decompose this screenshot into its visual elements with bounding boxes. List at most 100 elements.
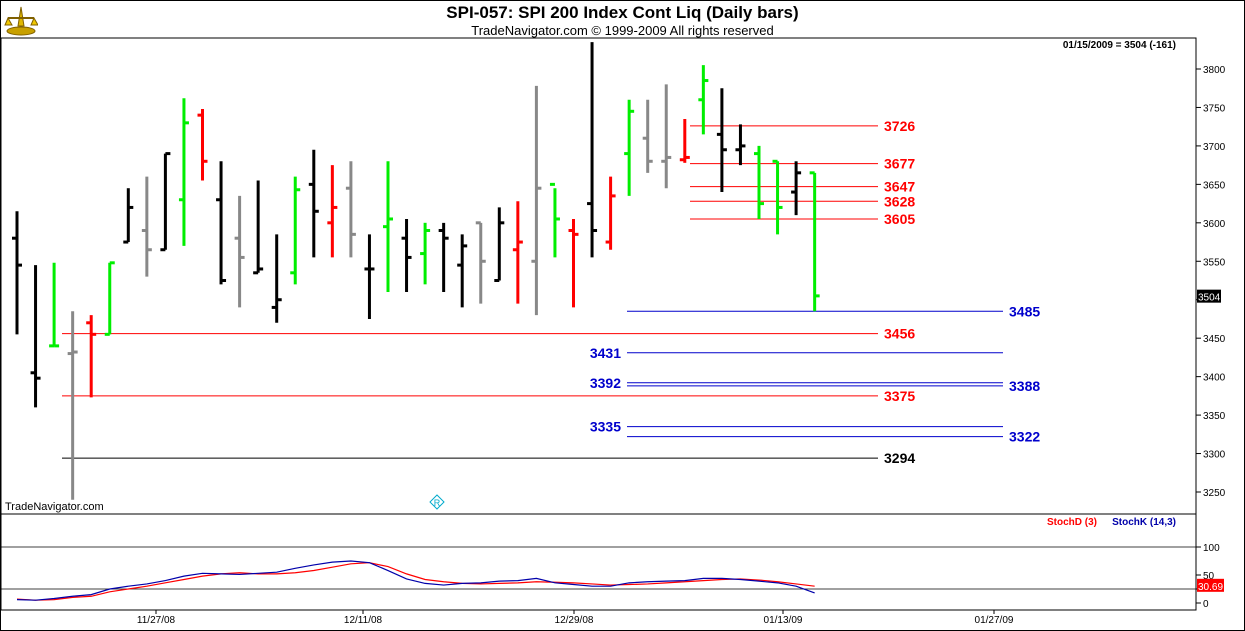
price-tick-label: 3450: [1203, 334, 1226, 345]
ohlc-bar: [661, 84, 672, 189]
price-panel: [0, 37, 1197, 515]
ohlc-bar: [271, 234, 282, 323]
ohlc-bar: [605, 176, 616, 250]
ohlc-bar: [716, 88, 727, 193]
ohlc-bar: [308, 149, 319, 258]
date-tick-label: 01/13/09: [764, 615, 803, 626]
level-label: 3628: [884, 193, 915, 209]
ohlc-bar: [457, 234, 468, 308]
date-tick-label: 01/27/09: [975, 615, 1014, 626]
ohlc-bar: [698, 65, 709, 135]
ohlc-bar: [772, 159, 783, 235]
ohlc-bar: [67, 311, 78, 500]
ohlc-bar: [383, 161, 393, 293]
date-tick-label: 12/29/08: [555, 615, 594, 626]
stoch-last-box: [1197, 578, 1224, 592]
ohlc-bar: [401, 218, 412, 293]
legend-stochd: StochD (3): [1047, 517, 1097, 528]
level-label: 3375: [884, 388, 915, 404]
ohlc-bar: [587, 42, 598, 258]
price-tick-label: 3700: [1203, 142, 1226, 153]
level-label: 3647: [884, 179, 915, 195]
stoch-last-label: 30.69: [1198, 582, 1223, 593]
ohlc-bar: [475, 221, 486, 304]
stoch-tick-label: 100: [1203, 543, 1220, 554]
price-tick-label: 3350: [1203, 411, 1226, 422]
ohlc-bar: [791, 161, 802, 216]
ohlc-bar: [141, 176, 152, 277]
level-label: 3322: [1009, 429, 1040, 445]
ohlc-bar: [49, 262, 60, 348]
ohlc-bar: [104, 261, 115, 336]
ohlc-bar: [327, 165, 338, 258]
ohlc-bar: [512, 201, 523, 304]
ohlc-bar: [809, 171, 820, 312]
chart-title: SPI-057: SPI 200 Index Cont Liq (Daily b…: [446, 3, 799, 22]
ohlc-bar: [197, 108, 208, 181]
ohlc-bar: [438, 222, 449, 293]
price-tick-label: 3250: [1203, 488, 1226, 499]
level-label: 3605: [884, 211, 915, 227]
ohlc-bar: [420, 222, 431, 285]
ohlc-bar: [549, 182, 560, 258]
ohlc-bar: [216, 161, 227, 285]
price-tick-label: 3300: [1203, 450, 1226, 461]
ohlc-bar: [679, 118, 690, 163]
ohlc-bar: [290, 176, 301, 285]
level-label: 3456: [884, 326, 915, 342]
stoch-tick-label: 50: [1203, 571, 1215, 582]
ohlc-bar: [642, 99, 653, 173]
price-axis: 3250 3300 3350 3400 3450 3550 3600 3650 3700 3750…: [1196, 65, 1226, 499]
ohlc-bar: [624, 99, 635, 196]
price-tick-label: 3550: [1203, 257, 1226, 268]
price-tick-label: 3750: [1203, 103, 1226, 114]
ohlc-bar: [253, 180, 264, 275]
ohlc-bar: [178, 98, 189, 246]
svg-text:R: R: [434, 498, 441, 508]
stochastic-lines: 0 50 100 30.69: [1, 543, 1224, 610]
trade-navigator-logo-icon: [4, 6, 38, 36]
r-marker-icon: R: [429, 494, 445, 510]
level-label: 3294: [884, 450, 915, 466]
chart-copyright: TradeNavigator.com © 1999-2009 All right…: [471, 23, 774, 38]
date-axis: 11/27/08 12/11/08 12/29/08 01/13/09 01/27/09: [137, 610, 1014, 626]
date-tick-label: 11/27/08: [137, 615, 176, 626]
price-tick-label: 3800: [1203, 65, 1226, 76]
ohlc-bar: [345, 161, 356, 258]
level-label: 3388: [1009, 378, 1040, 394]
last-price-box: [1197, 289, 1221, 303]
level-label: 3485: [1009, 303, 1040, 319]
stochastic-panel: [0, 513, 1197, 611]
date-tick-label: 12/11/08: [344, 615, 383, 626]
level-label: 3677: [884, 156, 915, 172]
stoch-series-k: [16, 560, 815, 601]
ohlc-bar: [568, 218, 579, 308]
ohlc-bar: [754, 145, 764, 219]
price-tick-label: 3600: [1203, 219, 1226, 230]
price-tick-label: 3650: [1203, 180, 1226, 191]
level-label: 3726: [884, 118, 915, 134]
watermark: TradeNavigator.com: [5, 501, 104, 513]
ohlc-bar: [531, 85, 542, 316]
ohlc-bar: [86, 315, 97, 398]
ohlc-bar: [12, 211, 22, 335]
ohlc-bar: [364, 234, 375, 319]
legend-stochk: StochK (14,3): [1112, 517, 1176, 528]
price-bars: [12, 42, 820, 500]
level-label: 3431: [590, 345, 621, 361]
level-label: 3335: [590, 419, 621, 435]
level-label: 3392: [590, 375, 621, 391]
quote-readout: 01/15/2009 = 3504 (-161): [1063, 40, 1176, 51]
ohlc-bar: [160, 152, 171, 252]
ohlc-bar: [494, 207, 505, 282]
ohlc-bar: [735, 124, 746, 166]
ohlc-bar: [30, 265, 41, 408]
stoch-tick-label: 0: [1203, 599, 1209, 610]
stoch-series-d: [16, 562, 815, 601]
last-price-label: 3504: [1198, 293, 1221, 304]
price-tick-label: 3400: [1203, 373, 1226, 384]
ohlc-bar: [234, 195, 245, 308]
ohlc-bar: [123, 188, 134, 244]
